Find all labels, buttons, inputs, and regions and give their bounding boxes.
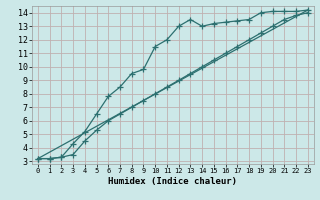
X-axis label: Humidex (Indice chaleur): Humidex (Indice chaleur) — [108, 177, 237, 186]
